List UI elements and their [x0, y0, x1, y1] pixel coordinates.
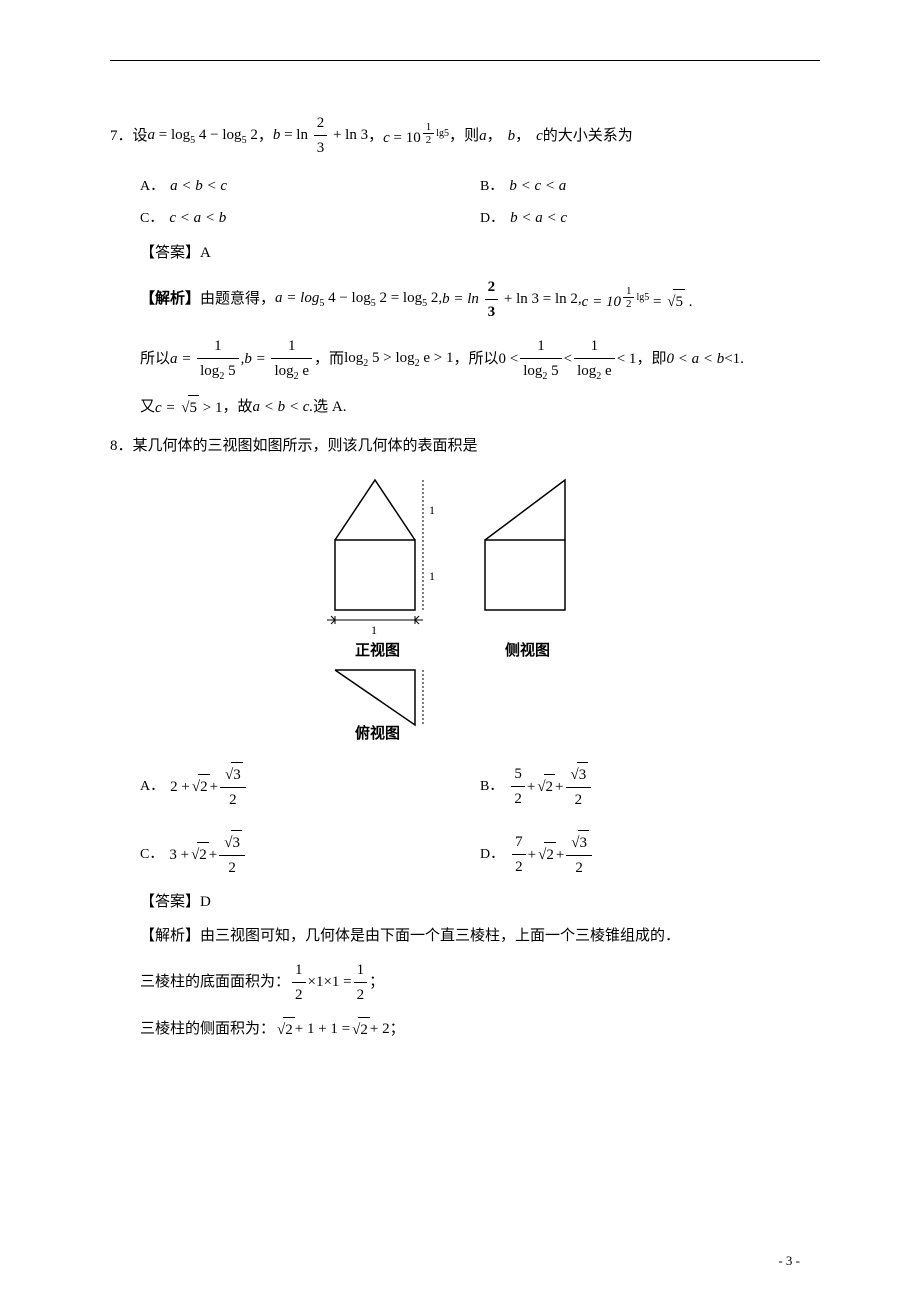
- svg-text:1: 1: [371, 623, 377, 637]
- svg-text:1: 1: [429, 569, 435, 583]
- svg-text:俯视图: 俯视图: [355, 724, 400, 740]
- q8-header: 8． 某几何体的三视图如图所示，则该几何体的表面积是: [110, 434, 820, 458]
- svg-text:侧视图: 侧视图: [505, 641, 550, 659]
- q7-var-b: b: [508, 124, 516, 148]
- q7-options: A．a < b < c B．b < c < a C．c < a < b D．b …: [140, 170, 820, 235]
- q7-sep1: ，: [487, 124, 502, 148]
- three-view-figure: 1 1 1 正视图 侧视图: [305, 470, 625, 748]
- q8-analysis-line3: 三棱柱的侧面积为： √2 + 1 + 1 = √2 + 2；: [140, 1017, 820, 1042]
- page: 7． 设 a = log5 4 − log5 2 ， b = ln 23 + l…: [0, 0, 920, 1302]
- top-rule: [110, 60, 820, 61]
- svg-text:1: 1: [429, 503, 435, 517]
- q8-analysis-line1: 【解析】由三视图可知，几何体是由下面一个直三棱柱，上面一个三棱锥组成的．: [140, 924, 820, 948]
- q7-option-c: C．c < a < b: [140, 202, 480, 234]
- question-7: 7． 设 a = log5 4 − log5 2 ， b = ln 23 + l…: [110, 111, 820, 420]
- three-view-svg: 1 1 1 正视图 侧视图: [305, 470, 625, 740]
- question-8: 8． 某几何体的三视图如图所示，则该几何体的表面积是 1 1: [110, 434, 820, 1042]
- q7-var-c: c: [536, 124, 543, 148]
- q8-number: 8．: [110, 434, 133, 458]
- q8-analysis-line2: 三棱柱的底面面积为： 12 ×1×1 = 12 ；: [140, 958, 820, 1007]
- q7-option-d: D．b < a < c: [480, 202, 820, 234]
- q7-a-expr: a = log5 4 − log5 2: [148, 123, 258, 149]
- q7-comma1: ，: [258, 124, 273, 148]
- q7-answer: 【答案】A: [140, 241, 820, 265]
- q8-option-a: A． 2 + √2 + √32: [140, 758, 480, 816]
- page-number: - 3 -: [778, 1251, 800, 1272]
- q7-analysis-line3: 又 c = √5 > 1 ，故 a < b < c. 选 A.: [140, 395, 820, 420]
- q7-analysis-line2: 所以 a = 1log2 5, b = 1log2 e ， 而 log2 5 >…: [140, 334, 820, 385]
- q8-option-c: C． 3 + √2 + √32: [140, 826, 480, 884]
- q7-outro1: 则: [464, 124, 479, 148]
- q7-b-expr: b = ln 23 + ln 3: [273, 111, 368, 160]
- q7-comma3: ，: [449, 124, 464, 148]
- svg-text:正视图: 正视图: [355, 641, 400, 659]
- q7-outro2: 的大小关系为: [543, 124, 633, 148]
- q7-c-expr: c = 1012lg5: [383, 121, 449, 150]
- q7-sep2: ，: [515, 124, 530, 148]
- q8-option-b: B． 52 + √2 + √32: [480, 758, 820, 816]
- q8-text: 某几何体的三视图如图所示，则该几何体的表面积是: [133, 434, 478, 458]
- q7-comma2: ，: [368, 124, 383, 148]
- q8-options: A． 2 + √2 + √32 B． 52 + √2 + √32 C． 3 + …: [140, 758, 820, 884]
- q7-analysis-line1: 【解析】 由题意得， a = log5 4 − log5 2 = log5 2,…: [140, 275, 820, 324]
- q7-option-a: A．a < b < c: [140, 170, 480, 202]
- q7-option-b: B．b < c < a: [480, 170, 820, 202]
- q7-var-a: a: [479, 124, 487, 148]
- q7-intro: 设: [133, 124, 148, 148]
- q7-header: 7． 设 a = log5 4 − log5 2 ， b = ln 23 + l…: [110, 111, 820, 160]
- q8-option-d: D． 72 + √2 + √32: [480, 826, 820, 884]
- q7-number: 7．: [110, 124, 133, 148]
- q8-answer: 【答案】D: [140, 890, 820, 914]
